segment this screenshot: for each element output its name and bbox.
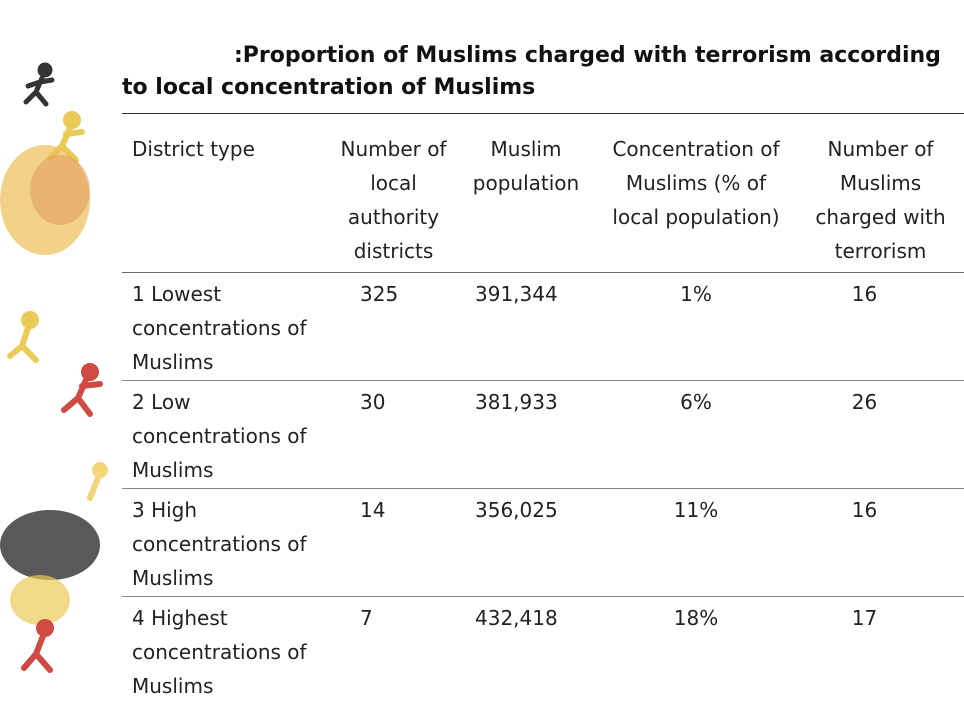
- table-cell: 325: [330, 273, 455, 381]
- table-cell: 17: [795, 597, 964, 703]
- table-cell: 18%: [595, 597, 795, 703]
- table-cell: 6%: [595, 381, 795, 489]
- table-cell: 1 Lowest concentrations of Muslims: [122, 273, 330, 381]
- table-cell: 1%: [595, 273, 795, 381]
- table-cell: 3 High concentrations of Muslims: [122, 489, 330, 597]
- table-cell: 2 Low concentrations of Muslims: [122, 381, 330, 489]
- header-cell: District type: [122, 114, 330, 273]
- decoration: [0, 0, 115, 701]
- table-cell: 432,418: [455, 597, 595, 703]
- table-cell: 26: [795, 381, 964, 489]
- header-cell: Muslim population: [455, 114, 595, 273]
- table-cell: 381,933: [455, 381, 595, 489]
- table-cell: 14: [330, 489, 455, 597]
- header-cell: Concentration of Muslims (% of local pop…: [595, 114, 795, 273]
- table-cell: 11%: [595, 489, 795, 597]
- table-cell: 4 Highest concentrations of Muslims: [122, 597, 330, 703]
- table-title: :Proportion of Muslims charged with terr…: [122, 40, 964, 104]
- header-cell: Number of local authority districts: [330, 114, 455, 273]
- table-cell: 16: [795, 489, 964, 597]
- table-cell: 356,025: [455, 489, 595, 597]
- table-cell: 391,344: [455, 273, 595, 381]
- header-cell: Number of Muslims charged with terrorism: [795, 114, 964, 273]
- page: :Proportion of Muslims charged with terr…: [0, 0, 964, 701]
- table-cell: 7: [330, 597, 455, 703]
- runner-figures: [0, 65, 105, 670]
- table-cell: 16: [795, 273, 964, 381]
- table-cell: 30: [330, 381, 455, 489]
